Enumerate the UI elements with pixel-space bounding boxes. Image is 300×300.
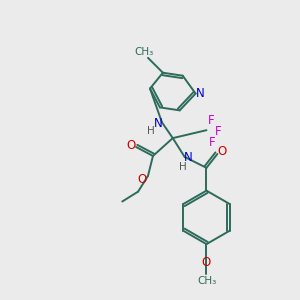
Text: O: O: [218, 146, 227, 158]
Text: O: O: [137, 173, 147, 186]
Text: H: H: [179, 162, 187, 172]
Text: O: O: [127, 139, 136, 152]
Text: CH₃: CH₃: [134, 47, 154, 57]
Text: N: N: [184, 152, 193, 164]
Text: N: N: [196, 87, 205, 100]
Text: H: H: [147, 126, 155, 136]
Text: F: F: [215, 125, 222, 138]
Text: CH₃: CH₃: [198, 276, 217, 286]
Text: N: N: [154, 117, 162, 130]
Text: F: F: [208, 114, 215, 127]
Text: F: F: [209, 136, 216, 148]
Text: O: O: [202, 256, 211, 269]
